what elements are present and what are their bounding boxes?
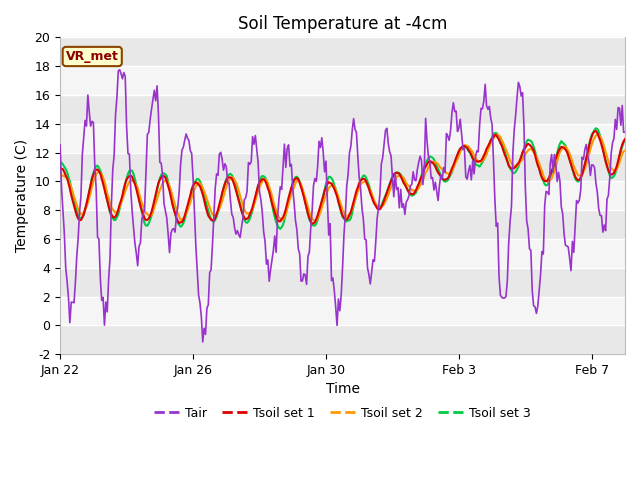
Text: VR_met: VR_met (66, 50, 118, 63)
Y-axis label: Temperature (C): Temperature (C) (15, 139, 29, 252)
Title: Soil Temperature at -4cm: Soil Temperature at -4cm (238, 15, 447, 33)
Legend: Tair, Tsoil set 1, Tsoil set 2, Tsoil set 3: Tair, Tsoil set 1, Tsoil set 2, Tsoil se… (149, 402, 536, 424)
Bar (60, 153, 625, 181)
Bar (60, 95, 625, 124)
Bar (60, 239, 625, 268)
Bar (60, 268, 625, 297)
Bar (60, 124, 625, 153)
X-axis label: Time: Time (326, 383, 360, 396)
Bar (60, 325, 625, 354)
Bar (60, 210, 625, 239)
Bar (60, 181, 625, 210)
Bar (60, 37, 625, 66)
Bar (60, 297, 625, 325)
Bar (60, 66, 625, 95)
